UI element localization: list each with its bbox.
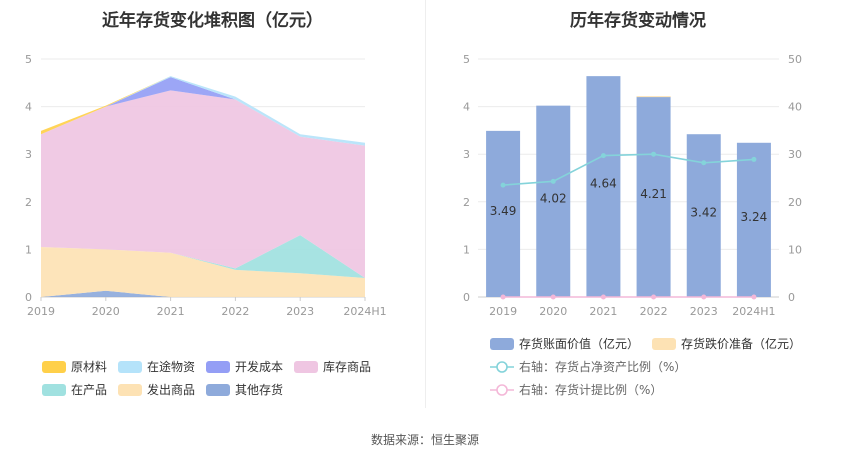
legend-swatch-开发成本 [206,361,230,373]
bar-inventory-value [586,76,621,297]
right-x-tick-label: 2019 [489,305,517,318]
point-provision-ratio [651,294,657,300]
right-x-tick-label: 2023 [690,305,718,318]
point-inventory-ratio [600,153,606,159]
legend-label-provision-ratio: 右轴：存货计提比例（%） [519,382,662,397]
right-y-tick-label: 5 [463,53,470,66]
legend-swatch-其他存货 [206,384,230,396]
left-y-tick-label: 1 [25,243,32,256]
legend-marker-inventory-ratio [496,361,508,373]
point-provision-ratio [701,294,707,300]
area-series-库存商品 [41,90,365,279]
bar-impairment-provision [636,96,671,98]
right-x-tick-label: 2021 [589,305,617,318]
point-inventory-ratio [550,178,556,184]
line-inventory-ratio [503,153,754,186]
area-series-开发成本 [41,77,365,146]
left-y-tick-label: 4 [25,101,32,114]
bar-data-label: 4.64 [590,177,617,191]
bar-data-label: 3.49 [490,204,517,218]
right-x-tick-label: 2020 [539,305,567,318]
bar-inventory-value [536,105,571,297]
bar-data-label: 4.02 [540,191,567,205]
left-x-tick-label: 2022 [221,305,249,318]
area-series-在途物资 [41,76,365,146]
area-series-其他存货 [41,290,365,297]
left-y-tick-label: 5 [25,53,32,66]
area-series-发出商品 [41,247,365,297]
left-chart-title: 近年存货变化堆积图（亿元） [102,11,323,31]
legend-label-其他存货: 其他存货 [235,382,283,397]
legend-label-库存商品: 库存商品 [323,359,371,374]
right-chart-title: 历年存货变动情况 [570,11,706,31]
area-series-在产品 [41,235,365,278]
point-provision-ratio [500,294,506,300]
legend-label-inventory-value: 存货账面价值（亿元） [519,336,639,351]
bar-inventory-value [736,142,771,297]
right-y2-tick-label: 20 [788,196,802,209]
legend-label-原材料: 原材料 [71,360,107,374]
left-x-tick-label: 2020 [92,305,120,318]
legend-label-inventory-ratio: 右轴：存货占净资产比例（%） [519,359,686,374]
right-y-tick-label: 3 [463,148,470,161]
bar-inventory-value [636,96,671,297]
right-y-tick-label: 0 [463,291,470,304]
right-y-tick-label: 1 [463,243,470,256]
point-inventory-ratio [751,156,757,162]
legend-label-发出商品: 发出商品 [147,382,195,397]
point-provision-ratio [751,294,757,300]
right-y-tick-label: 4 [463,101,470,114]
left-y-tick-label: 0 [25,291,32,304]
right-y2-tick-label: 40 [788,101,802,114]
legend-label-在途物资: 在途物资 [147,359,195,374]
legend-swatch-在途物资 [118,361,142,373]
left-x-tick-label: 2021 [157,305,185,318]
right-y2-tick-label: 0 [788,291,795,304]
legend-label-在产品: 在产品 [71,383,107,397]
left-x-tick-label: 2019 [27,305,55,318]
point-inventory-ratio [701,160,707,166]
stacked-area-chart: 0 1 2 3 4 5 2019 2020 2021 2022 2023 2024H1 原材料 在途物资 开… [25,53,387,397]
legend-swatch-发出商品 [118,384,142,396]
left-x-tick-label: 2024H1 [343,305,386,318]
legend-label-impairment-provision: 存货跌价准备（亿元） [681,336,801,351]
left-y-tick-label: 2 [25,196,32,209]
legend-swatch-在产品 [42,384,66,396]
left-x-tick-label: 2023 [286,305,314,318]
bar-data-label: 4.21 [640,187,667,201]
right-x-tick-label: 2024H1 [732,305,775,318]
point-inventory-ratio [651,151,657,157]
legend-label-开发成本: 开发成本 [235,359,283,374]
point-provision-ratio [550,294,556,300]
point-inventory-ratio [500,182,506,188]
bar-data-label: 3.24 [741,210,768,224]
legend-swatch-impairment-provision [652,338,676,350]
point-provision-ratio [600,294,606,300]
chart-divider [425,0,426,408]
right-y2-tick-label: 10 [788,243,802,256]
data-source-note: 数据来源：恒生聚源 [370,433,479,447]
legend-marker-provision-ratio [496,384,508,396]
legend-swatch-库存商品 [294,361,318,373]
right-y2-tick-label: 50 [788,53,802,66]
right-y-tick-label: 2 [463,196,470,209]
bar-inventory-value [486,130,521,297]
right-y2-tick-label: 30 [788,148,802,161]
bar-data-label: 3.42 [690,206,717,220]
legend-swatch-inventory-value [490,338,514,350]
legend-swatch-原材料 [42,361,66,373]
right-x-tick-label: 2022 [640,305,668,318]
left-y-tick-label: 3 [25,148,32,161]
